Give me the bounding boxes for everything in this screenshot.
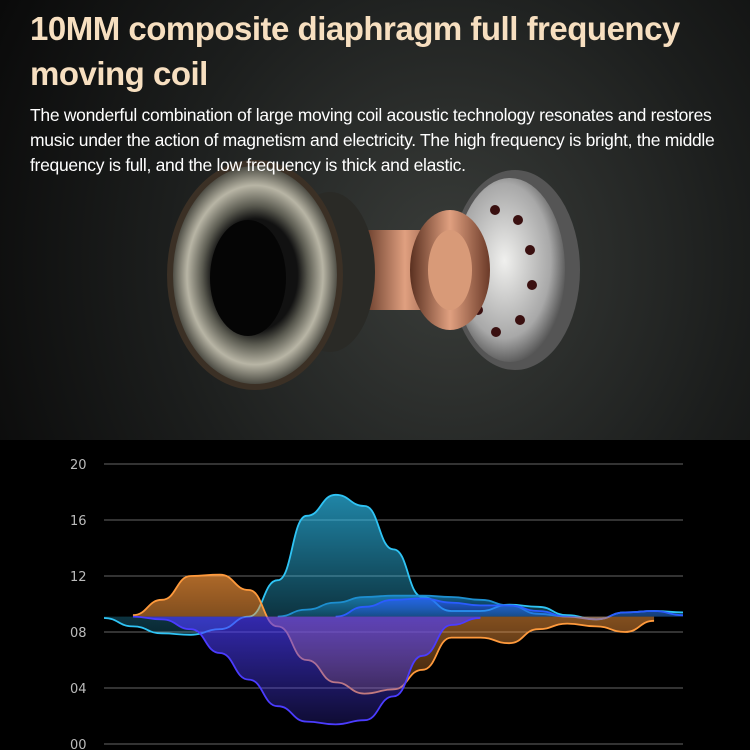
description-text: The wonderful combination of large movin… (30, 105, 715, 175)
series-area (104, 494, 683, 635)
page-title: 10MM composite diaphragm full frequency … (30, 10, 680, 92)
speaker-driver-illustration (167, 160, 580, 390)
y-tick-label: 08 (70, 626, 87, 641)
series-line (335, 597, 684, 621)
y-tick-label: 16 (70, 514, 87, 529)
series-line (132, 615, 481, 726)
y-tick-label: 20 (70, 458, 87, 473)
y-tick-label: 00 (70, 738, 87, 750)
diaphragm-suspension (167, 160, 375, 390)
voice-coil (360, 210, 490, 330)
magnet-plate (450, 170, 580, 370)
y-tick-label: 12 (70, 570, 87, 585)
y-tick-label: 04 (70, 682, 87, 697)
series-area (335, 598, 683, 620)
frequency-response-chart: 20 16 12 08 04 00 (0, 440, 750, 750)
series-area (132, 616, 481, 725)
